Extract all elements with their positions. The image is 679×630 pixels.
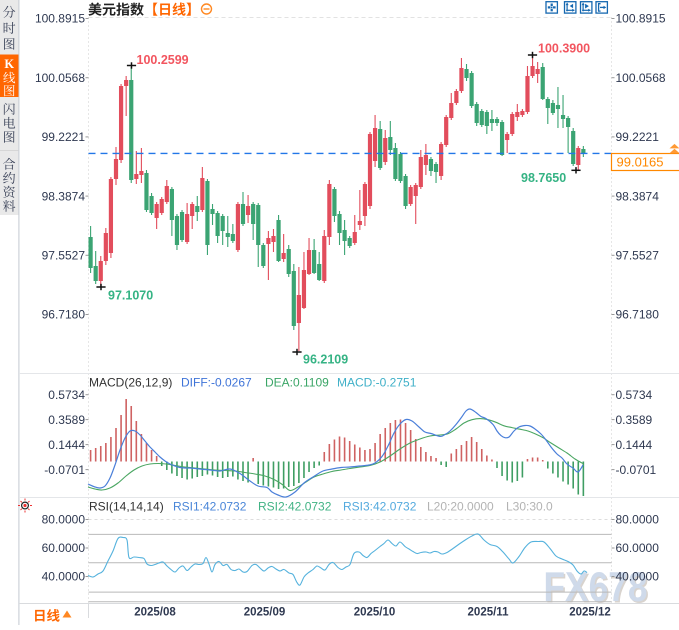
svg-text:40.0000: 40.0000 — [616, 570, 660, 584]
svg-text:2025/09: 2025/09 — [244, 607, 286, 619]
svg-text:DEA:0.1109: DEA:0.1109 — [265, 376, 329, 390]
svg-text:0.3589: 0.3589 — [48, 413, 85, 427]
svg-text:RSI(14,14,14): RSI(14,14,14) — [89, 500, 164, 514]
svg-text:100.2599: 100.2599 — [137, 53, 189, 67]
svg-text:98.3874: 98.3874 — [42, 189, 86, 203]
svg-text:99.2221: 99.2221 — [42, 130, 86, 144]
svg-text:100.8915: 100.8915 — [616, 12, 666, 26]
svg-text:96.7180: 96.7180 — [616, 308, 660, 322]
svg-text:98.3874: 98.3874 — [616, 189, 660, 203]
svg-text:L30:30.0: L30:30.0 — [506, 500, 553, 514]
svg-text:2025/12: 2025/12 — [569, 607, 611, 619]
svg-text:96.2109: 96.2109 — [303, 353, 348, 367]
svg-text:0.1444: 0.1444 — [616, 438, 653, 452]
svg-text:0.1444: 0.1444 — [48, 438, 85, 452]
svg-text:100.0568: 100.0568 — [616, 71, 666, 85]
svg-text:60.0000: 60.0000 — [616, 541, 660, 555]
svg-text:-0.0701: -0.0701 — [616, 463, 657, 477]
svg-text:MACD(26,12,9): MACD(26,12,9) — [89, 376, 172, 390]
svg-text:RSI3:42.0732: RSI3:42.0732 — [343, 500, 417, 514]
svg-text:RSI2:42.0732: RSI2:42.0732 — [258, 500, 332, 514]
svg-text:100.0568: 100.0568 — [35, 71, 85, 85]
svg-text:MACD:-0.2751: MACD:-0.2751 — [337, 376, 417, 390]
svg-text:97.5527: 97.5527 — [42, 249, 86, 263]
svg-text:0.5734: 0.5734 — [616, 388, 653, 402]
svg-text:98.7650: 98.7650 — [521, 171, 566, 185]
svg-text:97.1070: 97.1070 — [108, 289, 153, 303]
svg-text:100.8915: 100.8915 — [35, 12, 85, 26]
svg-text:2025/10: 2025/10 — [354, 607, 396, 619]
svg-text:DIFF:-0.0267: DIFF:-0.0267 — [181, 376, 252, 390]
svg-text:2025/08: 2025/08 — [134, 607, 176, 619]
svg-text:100.3900: 100.3900 — [538, 42, 590, 56]
svg-text:K: K — [4, 57, 14, 71]
svg-text:40.0000: 40.0000 — [42, 570, 86, 584]
svg-text:80.0000: 80.0000 — [616, 513, 660, 527]
svg-text:L20:20.0000: L20:20.0000 — [427, 500, 494, 514]
svg-text:0.3589: 0.3589 — [616, 413, 653, 427]
svg-text:2025/11: 2025/11 — [468, 607, 510, 619]
svg-text:96.7180: 96.7180 — [42, 308, 86, 322]
svg-text:99.2221: 99.2221 — [616, 130, 660, 144]
svg-text:-0.0701: -0.0701 — [44, 463, 85, 477]
svg-text:99.0165: 99.0165 — [617, 155, 664, 170]
svg-text:97.5527: 97.5527 — [616, 249, 660, 263]
svg-text:80.0000: 80.0000 — [42, 513, 86, 527]
svg-text:60.0000: 60.0000 — [42, 541, 86, 555]
svg-text:RSI1:42.0732: RSI1:42.0732 — [173, 500, 247, 514]
svg-text:0.5734: 0.5734 — [48, 388, 85, 402]
